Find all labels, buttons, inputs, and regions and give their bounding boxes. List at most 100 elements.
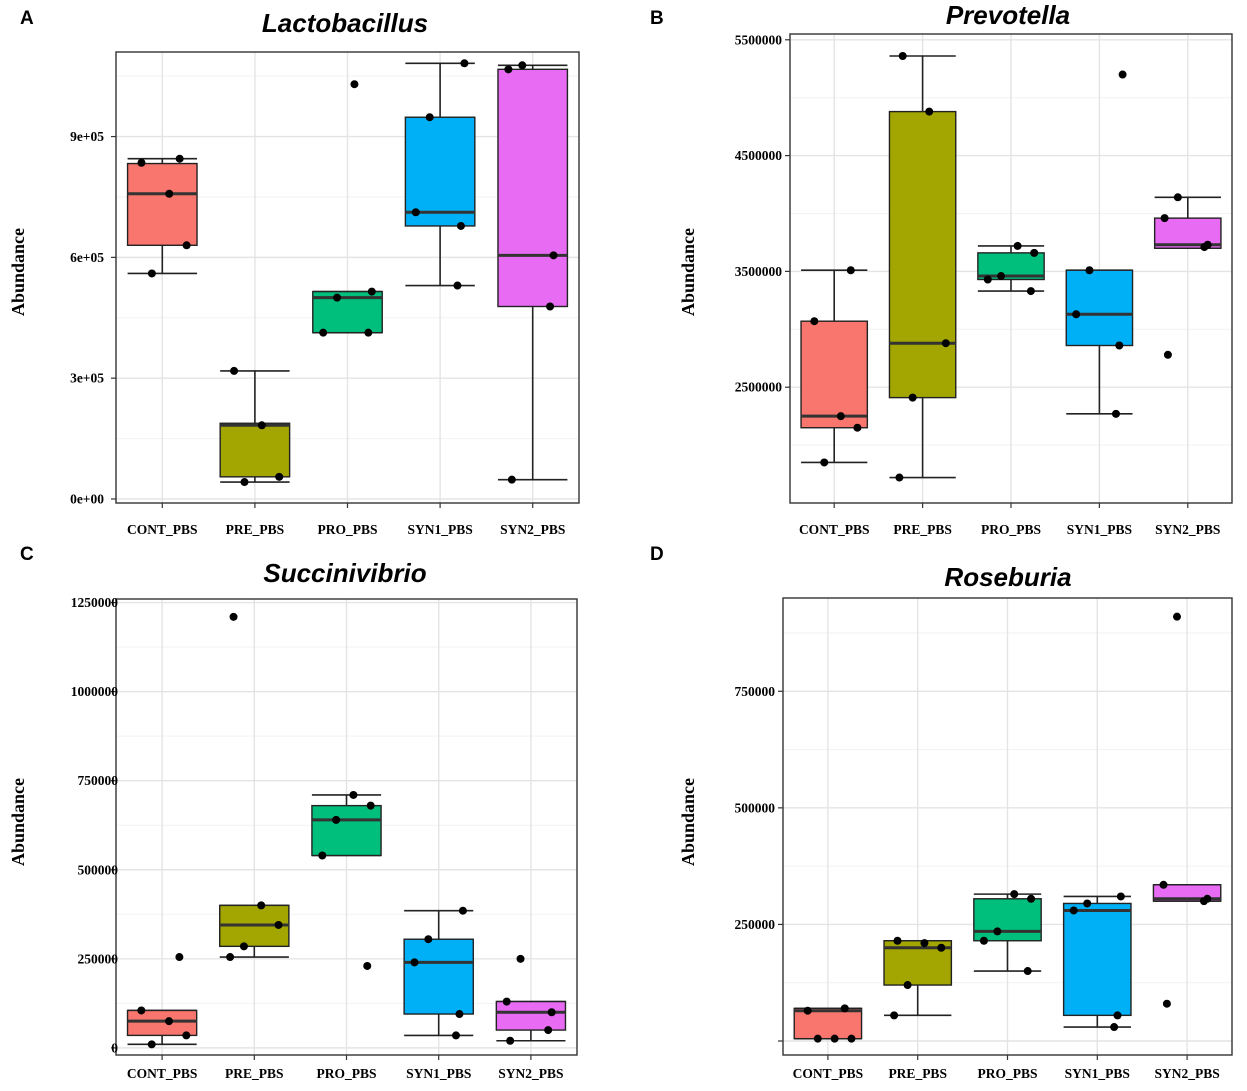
- panel-d: 250000 500000 750000 CONT_PBS PRE_PBS PRO_PBS…: [650, 544, 1233, 1081]
- data-point: [410, 958, 419, 967]
- panel-c: 0 250000 500000 750000 1000000 1250000 CONT_PB…: [8, 544, 578, 1081]
- data-point: [175, 154, 184, 163]
- data-point: [274, 920, 283, 929]
- data-point: [937, 943, 946, 952]
- data-point: [1162, 999, 1171, 1008]
- box-pro-pbs: [973, 893, 1042, 972]
- data-point: [1173, 193, 1182, 202]
- y-tick-label: 500000: [78, 862, 119, 877]
- x-tick-label: PRO_PBS: [977, 1066, 1037, 1081]
- data-point: [1200, 243, 1209, 252]
- y-axis-label: Abundance: [678, 778, 698, 866]
- data-point: [1085, 266, 1094, 275]
- x-tick-label: PRO_PBS: [316, 1066, 376, 1081]
- data-point: [229, 612, 238, 621]
- data-point: [137, 158, 146, 167]
- box-body: [1065, 269, 1134, 347]
- data-point: [1113, 1011, 1122, 1020]
- data-point: [257, 421, 266, 430]
- data-point: [1072, 310, 1081, 319]
- data-point: [544, 1026, 553, 1035]
- data-point: [1069, 906, 1078, 915]
- y-tick-label: 9e+05: [70, 129, 104, 144]
- data-point: [893, 936, 902, 945]
- data-point: [458, 906, 467, 915]
- y-axis-label: Abundance: [8, 228, 28, 316]
- x-tick-label: CONT_PBS: [799, 522, 870, 537]
- panel-letter: B: [650, 8, 664, 29]
- data-point: [147, 269, 156, 278]
- box-cont-pbs: [793, 1007, 863, 1040]
- data-point: [903, 981, 912, 990]
- x-tick-label: SYN1_PBS: [1065, 1066, 1130, 1081]
- box-cont-pbs: [126, 157, 198, 275]
- x-tick-label: PRE_PBS: [888, 1066, 947, 1081]
- data-point: [453, 281, 462, 290]
- box-syn2-pbs: [497, 64, 569, 481]
- panel-letter: A: [20, 8, 34, 29]
- box-pro-pbs: [312, 290, 383, 334]
- data-point: [226, 953, 235, 962]
- panel-letter: D: [650, 544, 664, 565]
- y-tick-label: 5500000: [735, 32, 783, 47]
- data-point: [424, 935, 433, 944]
- data-point: [504, 65, 513, 74]
- panel-letter: C: [20, 544, 34, 565]
- data-point: [411, 208, 420, 217]
- data-point: [425, 113, 434, 122]
- data-point: [451, 1031, 460, 1040]
- data-point: [182, 1031, 191, 1040]
- y-tick-label: 3500000: [735, 264, 783, 279]
- data-point: [1027, 894, 1036, 903]
- data-point: [1023, 967, 1032, 976]
- x-tick-label: SYN1_PBS: [1067, 522, 1132, 537]
- box-body: [888, 110, 957, 399]
- data-point: [364, 328, 373, 337]
- y-tick-label: 750000: [78, 773, 119, 788]
- data-point: [230, 366, 239, 375]
- data-point: [516, 954, 525, 963]
- data-point: [925, 107, 934, 116]
- box-body: [495, 1000, 567, 1031]
- data-point: [803, 1006, 812, 1015]
- box-body: [126, 162, 198, 246]
- y-tick-label: 0e+00: [70, 491, 104, 506]
- data-point: [546, 302, 555, 311]
- data-point: [239, 942, 248, 951]
- data-point: [507, 475, 516, 484]
- x-tick-label: PRO_PBS: [317, 522, 377, 537]
- box-body: [403, 938, 474, 1015]
- box-cont-pbs: [800, 269, 869, 464]
- data-point: [979, 936, 988, 945]
- x-tick-label: CONT_PBS: [127, 1066, 198, 1081]
- box-body: [973, 898, 1042, 942]
- data-point: [333, 293, 342, 302]
- data-point: [895, 473, 904, 482]
- data-point: [1160, 214, 1169, 223]
- box-cont-pbs: [126, 1009, 198, 1046]
- x-tick-label: PRE_PBS: [225, 1066, 284, 1081]
- data-point: [853, 423, 862, 432]
- data-point: [1163, 350, 1172, 359]
- box-body: [800, 320, 869, 429]
- x-tick-label: CONT_PBS: [127, 522, 198, 537]
- chart-title: Lactobacillus: [262, 8, 428, 38]
- data-point: [1172, 612, 1181, 621]
- data-point: [549, 251, 558, 260]
- data-point: [993, 927, 1002, 936]
- x-tick-label: SYN2_PBS: [498, 1066, 563, 1081]
- y-tick-label: 250000: [735, 917, 776, 932]
- box-syn1-pbs: [403, 909, 474, 1037]
- x-tick-label: PRO_PBS: [981, 522, 1041, 537]
- data-point: [502, 997, 511, 1006]
- data-point: [1110, 1023, 1119, 1032]
- data-point: [506, 1036, 515, 1045]
- y-tick-label: 1250000: [71, 595, 119, 610]
- x-tick-label: SYN2_PBS: [1155, 522, 1220, 537]
- y-tick-label: 3e+05: [70, 371, 104, 386]
- data-point: [908, 393, 917, 402]
- data-point: [137, 1006, 146, 1015]
- box-syn1-pbs: [1062, 895, 1132, 1028]
- y-axis-label: Abundance: [678, 228, 698, 316]
- y-axis-label: Abundance: [8, 778, 28, 866]
